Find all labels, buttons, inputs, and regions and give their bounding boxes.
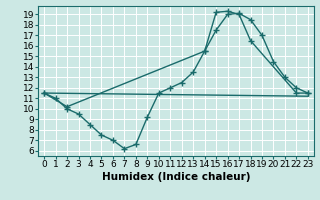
X-axis label: Humidex (Indice chaleur): Humidex (Indice chaleur): [102, 172, 250, 182]
